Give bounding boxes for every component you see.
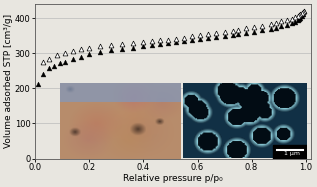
X-axis label: Relative pressure p/p₀: Relative pressure p/p₀ [123, 174, 223, 183]
Text: 1 μm: 1 μm [284, 151, 300, 156]
Y-axis label: Volume adsorbed STP [cm³/g]: Volume adsorbed STP [cm³/g] [4, 14, 13, 148]
Bar [274, 145, 307, 159]
